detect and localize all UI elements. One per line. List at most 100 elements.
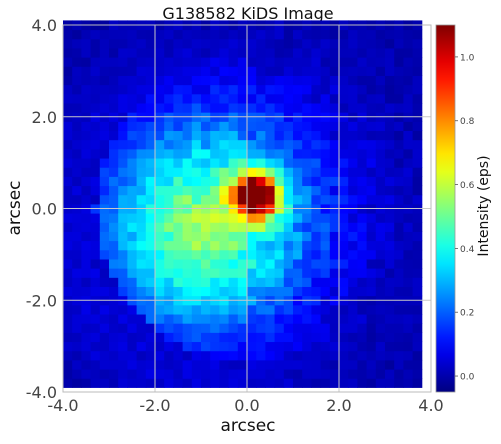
heatmap-pixel	[90, 304, 101, 315]
heatmap-pixel	[348, 102, 358, 113]
heatmap-pixel	[109, 84, 119, 95]
heatmap-pixel	[320, 29, 331, 40]
heatmap-pixel	[81, 194, 92, 205]
heatmap-pixel	[412, 222, 423, 232]
heatmap-pixel	[136, 176, 147, 187]
heatmap-pixel	[219, 286, 230, 297]
heatmap-pixel	[366, 249, 377, 260]
heatmap-pixel	[265, 93, 276, 104]
heatmap-pixel	[99, 304, 110, 315]
heatmap-pixel	[228, 185, 239, 196]
heatmap-pixel	[173, 213, 184, 223]
heatmap-pixel	[109, 341, 119, 352]
heatmap-pixel	[219, 38, 230, 49]
heatmap-pixel	[237, 249, 248, 260]
heatmap-pixel	[403, 213, 414, 223]
heatmap-pixel	[118, 121, 128, 132]
heatmap-pixel	[90, 378, 101, 388]
heatmap-pixel	[283, 139, 294, 150]
heatmap-pixel	[81, 102, 92, 113]
heatmap-pixel	[247, 359, 257, 370]
heatmap-pixel	[155, 341, 165, 352]
heatmap-pixel	[311, 369, 322, 379]
heatmap-pixel	[228, 369, 239, 379]
heatmap-pixel	[219, 323, 230, 333]
heatmap-pixel	[136, 323, 147, 333]
heatmap-pixel	[182, 57, 193, 67]
heatmap-pixel	[81, 185, 92, 196]
heatmap-pixel	[72, 148, 82, 159]
heatmap-pixel	[256, 47, 266, 58]
heatmap-pixel	[127, 194, 138, 205]
heatmap-pixel	[173, 314, 184, 324]
heatmap-pixel	[109, 350, 119, 361]
heatmap-pixel	[99, 130, 110, 141]
heatmap-pixel	[118, 176, 128, 187]
heatmap-pixel	[155, 258, 165, 269]
heatmap-pixel	[173, 47, 184, 58]
heatmap-pixel	[256, 57, 266, 67]
heatmap-pixel	[63, 167, 73, 177]
heatmap-pixel	[348, 185, 358, 196]
heatmap-pixel	[320, 185, 331, 196]
heatmap-pixel	[302, 341, 312, 352]
heatmap-pixel	[256, 102, 266, 113]
heatmap-pixel	[293, 222, 303, 232]
heatmap-pixel	[145, 359, 156, 370]
heatmap-pixel	[118, 341, 128, 352]
heatmap-pixel	[63, 185, 73, 196]
heatmap-pixel	[385, 231, 395, 242]
heatmap-pixel	[339, 286, 349, 297]
heatmap-pixel	[63, 378, 73, 388]
heatmap-pixel	[72, 84, 82, 95]
heatmap-pixel	[127, 148, 138, 159]
heatmap-pixel	[366, 176, 377, 187]
heatmap-pixel	[348, 304, 358, 315]
heatmap-pixel	[256, 121, 266, 132]
heatmap-pixel	[293, 75, 303, 86]
heatmap-pixel	[385, 158, 395, 168]
heatmap-pixel	[228, 194, 239, 205]
heatmap-pixel	[348, 66, 358, 76]
heatmap-pixel	[403, 304, 414, 315]
heatmap-pixel	[412, 84, 423, 95]
heatmap-pixel	[339, 258, 349, 269]
heatmap-pixel	[237, 286, 248, 297]
heatmap-pixel	[99, 93, 110, 104]
heatmap-pixel	[283, 185, 294, 196]
heatmap-pixel	[90, 38, 101, 49]
heatmap-pixel	[311, 341, 322, 352]
heatmap-pixel	[145, 341, 156, 352]
heatmap-pixel	[237, 38, 248, 49]
heatmap-pixel	[385, 314, 395, 324]
heatmap-pixel	[173, 66, 184, 76]
heatmap-pixel	[155, 277, 165, 287]
x-tick-label: 4.0	[418, 396, 443, 415]
heatmap-pixel	[118, 66, 128, 76]
heatmap-pixel	[302, 121, 312, 132]
heatmap-pixel	[247, 231, 257, 242]
heatmap-pixel	[72, 332, 82, 343]
heatmap-pixel	[201, 38, 211, 49]
heatmap-pixel	[109, 47, 119, 58]
heatmap-pixel	[72, 249, 82, 260]
heatmap-pixel	[182, 286, 193, 297]
heatmap-pixel	[219, 314, 230, 324]
heatmap-pixel	[348, 378, 358, 388]
heatmap-pixel	[348, 286, 358, 297]
heatmap-pixel	[90, 359, 101, 370]
heatmap-pixel	[274, 139, 285, 150]
heatmap-pixel	[385, 378, 395, 388]
heatmap-pixel	[90, 249, 101, 260]
heatmap-pixel	[109, 194, 119, 205]
heatmap-pixel	[339, 38, 349, 49]
heatmap-pixel	[366, 213, 377, 223]
heatmap-pixel	[293, 167, 303, 177]
heatmap-pixels	[63, 20, 423, 388]
heatmap-pixel	[394, 359, 404, 370]
heatmap-pixel	[375, 148, 386, 159]
heatmap-pixel	[348, 323, 358, 333]
heatmap-pixel	[127, 222, 138, 232]
heatmap-pixel	[191, 378, 202, 388]
colorbar-tick-label: 0.4	[460, 245, 475, 255]
